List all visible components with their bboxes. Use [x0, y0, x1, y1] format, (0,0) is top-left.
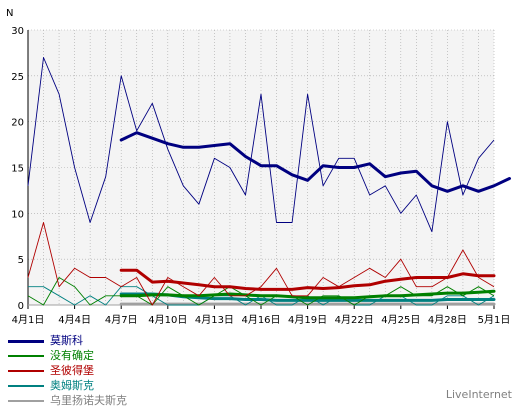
legend-label: 乌里扬诺夫斯克: [50, 394, 127, 407]
series-trend-line: [119, 268, 496, 291]
line-chart: 0 5 10 15 20 25 30 N 4月1日 4月4日 4月7日 4月10日 4月13日 4月16日…: [6, 8, 511, 326]
series-trend-line: [119, 131, 511, 193]
y-tick-label: 30: [11, 26, 24, 37]
legend-swatch: [8, 340, 44, 343]
y-tick-label: 0: [18, 301, 24, 312]
x-tick-label: 4月25日: [381, 314, 420, 326]
x-tick-label: 4月1日: [12, 314, 45, 326]
y-tick-label: 5: [18, 255, 24, 266]
brand-label: LiveInternet: [445, 388, 512, 401]
legend-item-st-petersburg: 圣彼得堡: [8, 364, 308, 378]
legend-item-moscow: 莫斯科: [8, 334, 308, 348]
series-0: [27, 57, 511, 233]
series-2: [27, 222, 496, 306]
chart-legend: 莫斯科 没有确定 圣彼得堡 奥姆斯克 乌里扬诺夫斯克: [8, 334, 308, 409]
series-trend-line: [119, 289, 496, 300]
legend-label: 莫斯科: [50, 334, 83, 347]
x-tick-label: 4月7日: [105, 314, 138, 326]
y-tick-label: 10: [11, 209, 24, 220]
legend-swatch: [8, 355, 44, 357]
legend-swatch: [8, 385, 44, 387]
x-tick-label: 5月1日: [478, 314, 511, 326]
x-tick-label: 4月10日: [148, 314, 187, 326]
x-tick-label: 4月19日: [288, 314, 327, 326]
legend-item-omsk: 奥姆斯克: [8, 379, 308, 393]
legend-label: 没有确定: [50, 349, 94, 362]
series-raw-line: [27, 57, 495, 233]
y-tick-label: 15: [11, 164, 24, 175]
x-tick-label: 4月28日: [428, 314, 467, 326]
x-tick-label: 4月22日: [335, 314, 374, 326]
y-tick-label: 25: [11, 72, 24, 83]
series-raw-line: [27, 222, 495, 306]
x-tick-label: 4月4日: [58, 314, 91, 326]
legend-item-undetermined: 没有确定: [8, 349, 308, 363]
y-axis-label: N: [6, 8, 13, 19]
legend-label: 奥姆斯克: [50, 379, 94, 392]
x-tick-label: 4月16日: [241, 314, 280, 326]
legend-swatch: [8, 370, 44, 372]
x-tick-label: 4月13日: [195, 314, 234, 326]
legend-swatch: [8, 400, 44, 402]
legend-label: 圣彼得堡: [50, 364, 94, 377]
series-1: [27, 277, 496, 306]
legend-item-ulyanovsk: 乌里扬诺夫斯克: [8, 394, 308, 408]
y-tick-label: 20: [11, 118, 24, 129]
